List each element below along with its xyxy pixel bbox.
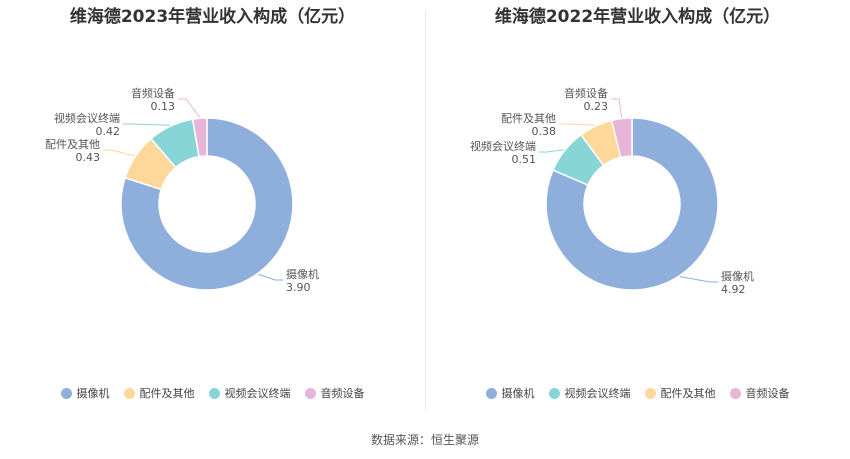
legend-item[interactable]: 配件及其他 <box>644 385 716 401</box>
label-leader-line <box>679 276 718 283</box>
donut-slice-1[interactable] <box>545 117 719 291</box>
legend-label: 视频会议终端 <box>224 387 291 400</box>
legend-label: 配件及其他 <box>139 387 195 400</box>
slice-label-value: 0.43 <box>76 151 101 164</box>
slice-label-value: 3.90 <box>286 281 311 294</box>
label-leader-line <box>123 123 171 126</box>
legend-item[interactable]: 摄像机 <box>60 385 110 401</box>
legend-item[interactable]: 音频设备 <box>304 385 365 401</box>
legend-label: 摄像机 <box>76 387 110 400</box>
label-leader-line <box>258 273 283 281</box>
chart-panel-2022: 维海德2022年营业收入构成（亿元） 摄像机 4.92 视频会议终端 0.51 配件及其… <box>425 0 850 410</box>
legend-item[interactable]: 视频会议终端 <box>548 385 631 401</box>
legend-item[interactable]: 配件及其他 <box>123 385 195 401</box>
legend-swatch <box>304 387 316 399</box>
data-source-note: 数据来源：恒生聚源 <box>370 433 479 447</box>
slice-label-name: 视频会议终端 <box>470 139 536 153</box>
legend-swatch <box>485 387 497 399</box>
chart-panel-2023: 维海德2023年营业收入构成（亿元） 摄像机 3.90 配件及其他 0.43 视频会议终… <box>0 0 425 410</box>
slice-label-name: 音频设备 <box>564 86 608 100</box>
legend-item[interactable]: 视频会议终端 <box>208 385 291 401</box>
slice-label-name: 音频设备 <box>131 86 175 100</box>
donut-slice-1[interactable] <box>120 117 294 291</box>
label-leader-line <box>539 149 564 153</box>
legend-label: 音频设备 <box>745 387 790 400</box>
slice-label-value: 0.42 <box>96 125 121 138</box>
legend-label: 音频设备 <box>320 387 365 400</box>
donut-slice-4[interactable] <box>191 117 208 158</box>
chart-title: 维海德2023年营业收入构成（亿元） <box>69 7 356 27</box>
legend-item[interactable]: 摄像机 <box>485 385 535 401</box>
legend-swatch <box>60 387 72 399</box>
legend-label: 视频会议终端 <box>564 387 631 400</box>
donut-slice-4[interactable] <box>610 117 633 159</box>
legend-label: 配件及其他 <box>660 387 716 400</box>
chart-title: 维海德2022年营业收入构成（亿元） <box>494 7 781 27</box>
label-leader-line <box>178 98 201 118</box>
slice-label-value: 0.23 <box>584 100 609 113</box>
slice-label-name: 摄像机 <box>721 269 754 283</box>
chart-legend: 摄像机 配件及其他 视频会议终端 音频设备 <box>0 385 425 401</box>
slice-label-value: 0.51 <box>512 153 537 166</box>
legend-item[interactable]: 音频设备 <box>729 385 790 401</box>
chart-legend: 摄像机 视频会议终端 配件及其他 音频设备 <box>425 385 850 401</box>
panel-divider <box>425 10 426 410</box>
slice-label-name: 配件及其他 <box>501 112 556 125</box>
legend-label: 摄像机 <box>501 387 535 400</box>
slice-label-name: 摄像机 <box>286 267 319 281</box>
legend-swatch <box>548 387 560 399</box>
slice-label-name: 配件及其他 <box>45 138 100 151</box>
legend-swatch <box>644 387 656 399</box>
slice-label-value: 0.38 <box>532 125 557 138</box>
legend-swatch <box>123 387 135 399</box>
label-leader-line <box>103 149 135 157</box>
slice-label-value: 4.92 <box>721 283 746 296</box>
slice-label-value: 0.13 <box>151 100 176 113</box>
legend-swatch <box>729 387 741 399</box>
slice-label-name: 视频会议终端 <box>54 111 120 125</box>
label-leader-line <box>611 98 623 118</box>
legend-swatch <box>208 387 220 399</box>
label-leader-line <box>559 123 596 126</box>
